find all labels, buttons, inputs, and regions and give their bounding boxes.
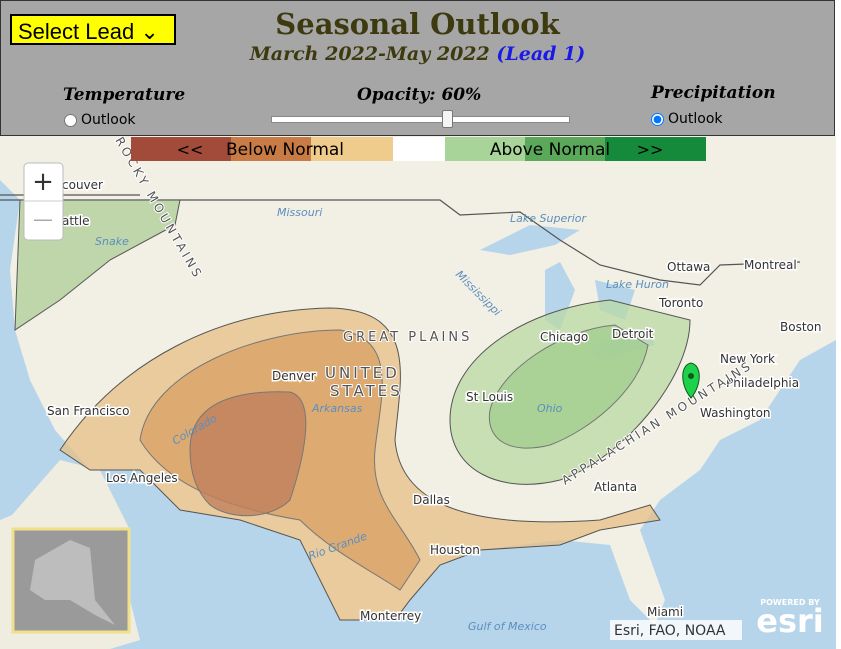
city: Chicago (540, 330, 588, 344)
border (0, 194, 801, 286)
city: Philadelphia (726, 376, 799, 390)
zoom-out[interactable]: — (33, 207, 53, 231)
lead-select[interactable]: Select Lead ⌄ (10, 14, 176, 45)
city: St Louis (466, 390, 513, 404)
period: March 2022-May 2022 (249, 43, 490, 65)
city: New York (720, 352, 775, 366)
region: GREAT PLAINS (343, 330, 472, 345)
city: Denver (272, 369, 316, 383)
opacity-slider[interactable] (271, 116, 570, 123)
water-label: Ohio (537, 402, 563, 415)
water-label: Gulf of Mexico (468, 620, 547, 633)
city: Atlanta (594, 480, 637, 494)
legend-above: Above Normal (490, 140, 610, 160)
legend-swatch (311, 137, 393, 161)
radio[interactable] (64, 113, 77, 127)
city: Monterrey (360, 609, 421, 623)
lake (480, 225, 580, 255)
header: Select Lead ⌄ Seasonal Outlook March 202… (0, 0, 835, 136)
temperature-radio[interactable]: Outlook (64, 112, 136, 128)
attribution-bg (610, 620, 742, 640)
above-inner (488, 324, 649, 449)
logo-top: POWERED BY (760, 598, 820, 607)
attribution: Esri, FAO, NOAA (614, 623, 726, 639)
city: Montreal (744, 258, 797, 272)
country: STATES (330, 382, 403, 400)
zoom-in[interactable]: + (32, 167, 54, 197)
temperature-label: Temperature (63, 85, 186, 105)
below-inner (189, 391, 307, 517)
alaska (30, 540, 115, 625)
city: couver (62, 178, 103, 192)
city: attle (62, 214, 89, 228)
water-label: Missouri (277, 206, 322, 219)
slider-thumb[interactable] (442, 110, 453, 128)
legend-below: Below Normal (226, 140, 344, 160)
lead: (Lead 1) (496, 43, 586, 65)
title: Seasonal Outlook (275, 7, 560, 41)
city: Detroit (612, 327, 654, 341)
pin-dot (688, 373, 694, 379)
city: Toronto (658, 296, 703, 310)
water-label: Lake Huron (606, 278, 669, 291)
city: Boston (780, 320, 821, 334)
radio-text: Outlook (668, 111, 723, 127)
legend-swatch (393, 137, 445, 161)
legend: << Below Normal Above Normal >> (131, 137, 706, 161)
lead-select-text: Select Lead (18, 19, 135, 44)
legend-swatch (131, 137, 231, 161)
legend-left[interactable]: << (177, 140, 204, 159)
water-label: Arkansas (311, 402, 363, 415)
location-pin[interactable] (682, 362, 700, 399)
city: San Francisco (47, 404, 129, 418)
precipitation-label: Precipitation (651, 83, 776, 103)
city: Ottawa (667, 260, 710, 274)
logo: esri (756, 602, 824, 640)
city: Washington (700, 406, 771, 420)
subtitle: March 2022-May 2022 (Lead 1) (1, 43, 834, 65)
zoom-control: + — (23, 162, 64, 241)
opacity-label: Opacity: 60% (357, 85, 482, 105)
lakes (545, 262, 655, 360)
city: Houston (430, 543, 480, 557)
city: Dallas (413, 493, 450, 507)
legend-swatch (525, 137, 605, 161)
water-label: Snake (95, 235, 129, 248)
city: Los Angeles (106, 471, 178, 485)
radio[interactable] (651, 112, 664, 126)
legend-swatch (231, 137, 311, 161)
legend-right[interactable]: >> (637, 140, 664, 159)
city: Miami (647, 605, 683, 619)
legend-swatch (445, 137, 525, 161)
country: UNITED (325, 364, 400, 382)
legend-swatch (605, 137, 706, 161)
radio-text: Outlook (81, 112, 136, 128)
water-label: Lake Superior (510, 212, 588, 225)
precipitation-radio[interactable]: Outlook (651, 111, 723, 127)
